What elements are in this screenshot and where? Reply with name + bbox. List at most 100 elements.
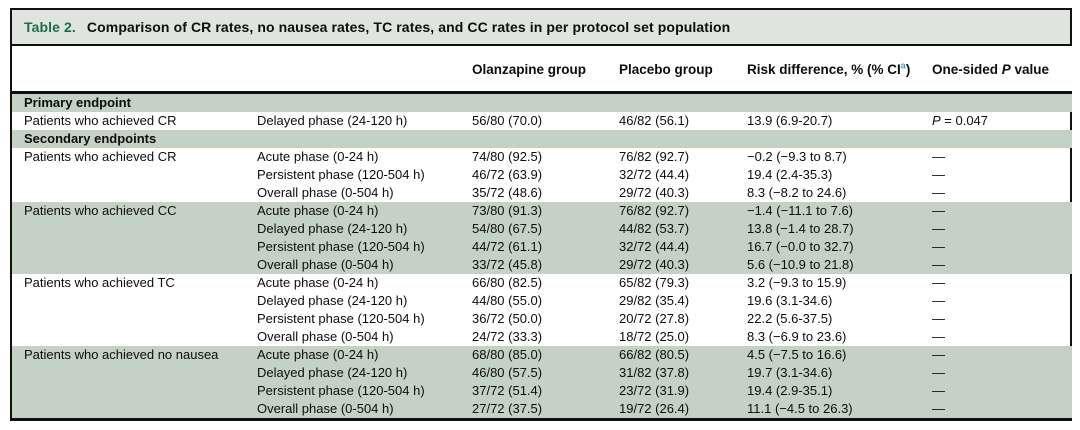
pvalue-cell: —	[932, 293, 945, 308]
table-row: Patients who achieved no nausea Acute pha…	[12, 346, 1072, 364]
risk-cell: 8.3 (−6.9 to 23.6)	[747, 329, 847, 344]
risk-cell: 5.6 (−10.9 to 21.8)	[747, 256, 932, 274]
col-header-endpoint-blank	[12, 46, 257, 94]
risk-cell: 19.7 (3.1-34.6)	[747, 364, 932, 382]
placebo-cell: 32/72 (44.4)	[619, 238, 747, 256]
pvalue-cell: —	[932, 238, 1072, 256]
phase-cell: Overall phase (0-504 h)	[257, 256, 472, 274]
endpoint-cell: Patients who achieved CR	[24, 113, 177, 128]
placebo-cell: 76/82 (92.7)	[619, 149, 690, 164]
placebo-cell: 19/72 (26.4)	[619, 400, 747, 418]
pvalue-cell: —	[932, 149, 945, 164]
phase-cell: Overall phase (0-504 h)	[257, 400, 472, 418]
endpoint-cell	[12, 364, 257, 382]
phase-cell: Acute phase (0-24 h)	[257, 275, 379, 290]
olanzapine-cell: 44/80 (55.0)	[472, 293, 543, 308]
table-row: Delayed phase (24-120 h) 44/80 (55.0) 29/8…	[12, 292, 1072, 310]
pvalue-cell: —	[932, 311, 945, 326]
placebo-cell: 65/82 (79.3)	[619, 275, 690, 290]
olanzapine-cell: 36/72 (50.0)	[472, 311, 543, 326]
endpoint-cell: Patients who achieved no nausea	[12, 346, 257, 364]
table-row: Overall phase (0-504 h) 24/72 (33.3) 18/72…	[12, 328, 1072, 346]
endpoint-cell: Patients who achieved CR	[24, 149, 177, 164]
olanzapine-cell: 37/72 (51.4)	[472, 382, 619, 400]
olanzapine-cell: 44/72 (61.1)	[472, 238, 619, 256]
table-row: Delayed phase (24-120 h) 54/80 (67.5) 44/8…	[12, 220, 1072, 238]
olanzapine-cell: 33/72 (45.8)	[472, 256, 619, 274]
placebo-cell: 76/82 (92.7)	[619, 202, 747, 220]
table-row: Persistent phase (120-504 h) 44/72 (61.1)…	[12, 238, 1072, 256]
placebo-cell: 23/72 (31.9)	[619, 382, 747, 400]
pvalue-cell: —	[932, 167, 945, 182]
pvalue-cell: —	[932, 275, 945, 290]
pvalue-cell: —	[932, 329, 945, 344]
col-header-olanzapine: Olanzapine group	[472, 46, 619, 94]
table-row: Persistent phase (120-504 h) 46/72 (63.9)…	[12, 166, 1072, 184]
placebo-cell: 29/82 (35.4)	[619, 293, 690, 308]
placebo-cell: 29/72 (40.3)	[619, 256, 747, 274]
endpoint-cell	[12, 166, 257, 184]
phase-cell: Delayed phase (24-120 h)	[257, 113, 408, 128]
placebo-cell: 32/72 (44.4)	[619, 167, 690, 182]
risk-cell: 4.5 (−7.5 to 16.6)	[747, 346, 932, 364]
endpoint-cell	[12, 310, 257, 328]
olanzapine-cell: 27/72 (37.5)	[472, 400, 619, 418]
col-header-p-value: One-sided P value	[932, 46, 1072, 94]
endpoint-cell	[12, 400, 257, 418]
table-2: Table 2. Comparison of CR rates, no nause…	[10, 8, 1072, 421]
table-row: Delayed phase (24-120 h) 46/80 (57.5) 31/8…	[12, 364, 1072, 382]
table-row: Patients who achieved CR Acute phase (0-2…	[12, 148, 1072, 166]
olanzapine-cell: 46/80 (57.5)	[472, 364, 619, 382]
table-row: Patients who achieved CC Acute phase (0-2…	[12, 202, 1072, 220]
risk-cell: 13.9 (6.9-20.7)	[747, 113, 833, 128]
table-caption: Comparison of CR rates, no nausea rates,…	[86, 19, 731, 35]
risk-cell: 3.2 (−9.3 to 15.9)	[747, 275, 847, 290]
placebo-cell: 66/82 (80.5)	[619, 346, 747, 364]
pvalue-cell: —	[932, 346, 1072, 364]
phase-cell: Acute phase (0-24 h)	[257, 149, 379, 164]
endpoint-cell	[12, 328, 257, 346]
endpoint-cell: Patients who achieved TC	[24, 275, 175, 290]
pvalue-cell: —	[932, 256, 1072, 274]
phase-cell: Overall phase (0-504 h)	[257, 329, 394, 344]
phase-cell: Persistent phase (120-504 h)	[257, 167, 425, 182]
col-header-placebo: Placebo group	[619, 46, 747, 94]
olanzapine-cell: 66/80 (82.5)	[472, 275, 543, 290]
table-row: Overall phase (0-504 h) 33/72 (45.8) 29/72…	[12, 256, 1072, 274]
risk-cell: 11.1 (−4.5 to 26.3)	[747, 400, 932, 418]
footnote-marker-a: a	[900, 60, 906, 71]
pvalue-cell: —	[932, 185, 945, 200]
risk-cell: 19.6 (3.1-34.6)	[747, 293, 833, 308]
placebo-cell: 46/82 (56.1)	[619, 113, 690, 128]
endpoint-cell	[12, 184, 257, 202]
olanzapine-cell: 68/80 (85.0)	[472, 346, 619, 364]
placebo-cell: 20/72 (27.8)	[619, 311, 690, 326]
endpoint-cell: Patients who achieved CC	[12, 202, 257, 220]
pvalue-cell: —	[932, 364, 1072, 382]
pvalue-cell: —	[932, 382, 1072, 400]
endpoint-cell	[12, 292, 257, 310]
section-header-label: Secondary endpoints	[12, 130, 1072, 148]
table-row: Patients who achieved CR Delayed phase (2…	[12, 112, 1072, 130]
phase-cell: Persistent phase (120-504 h)	[257, 311, 425, 326]
risk-cell: 8.3 (−8.2 to 24.6)	[747, 185, 847, 200]
section-header-row: Secondary endpoints	[12, 130, 1072, 148]
olanzapine-cell: 54/80 (67.5)	[472, 220, 619, 238]
placebo-cell: 29/72 (40.3)	[619, 185, 690, 200]
table-number: Table 2.	[24, 19, 76, 35]
risk-cell: 16.7 (−0.0 to 32.7)	[747, 238, 932, 256]
col-header-risk-difference: Risk difference, % (% CIa)	[747, 46, 932, 94]
pvalue-cell: —	[932, 202, 1072, 220]
risk-cell: −1.4 (−11.1 to 7.6)	[747, 202, 932, 220]
risk-cell: 13.8 (−1.4 to 28.7)	[747, 220, 932, 238]
pvalue-cell: P = 0.047	[932, 113, 989, 128]
phase-cell: Persistent phase (120-504 h)	[257, 382, 472, 400]
phase-cell: Delayed phase (24-120 h)	[257, 220, 472, 238]
phase-cell: Delayed phase (24-120 h)	[257, 293, 408, 308]
placebo-cell: 18/72 (25.0)	[619, 329, 690, 344]
olanzapine-cell: 46/72 (63.9)	[472, 167, 543, 182]
placebo-cell: 31/82 (37.8)	[619, 364, 747, 382]
olanzapine-cell: 73/80 (91.3)	[472, 202, 619, 220]
table-row: Persistent phase (120-504 h) 36/72 (50.0)…	[12, 310, 1072, 328]
endpoint-cell	[12, 238, 257, 256]
